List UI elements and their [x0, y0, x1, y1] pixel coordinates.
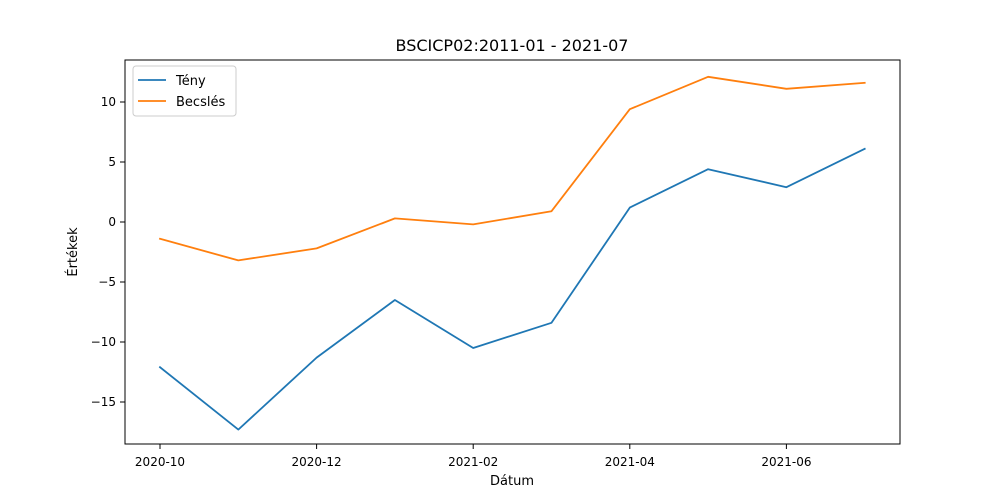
y-tick-label: 5 — [108, 155, 116, 169]
axes: 2020-10 2020-12 2021-02 2021-04 2021-06 −15 −1… — [91, 95, 812, 469]
x-tick-label: 2021-04 — [605, 455, 655, 469]
x-tick-label: 2021-06 — [761, 455, 811, 469]
x-tick-label: 2020-10 — [135, 455, 185, 469]
y-tick-label: 0 — [108, 215, 116, 229]
legend: Tény Becslés — [132, 65, 237, 117]
y-tick-label: −10 — [91, 335, 116, 349]
series-lines — [158, 75, 866, 431]
series-line-becsles — [158, 75, 866, 262]
legend-label: Becslés — [176, 95, 225, 110]
x-tick-label: 2021-02 — [448, 455, 498, 469]
y-tick-label: −15 — [91, 395, 116, 409]
x-axis-label: Dátum — [490, 474, 534, 489]
y-tick-label: 10 — [101, 95, 116, 109]
x-tick-label: 2020-12 — [292, 455, 342, 469]
legend-label: Tény — [175, 74, 206, 89]
y-axis-label: Értékek — [65, 227, 81, 277]
plot-area — [124, 59, 901, 445]
chart-title: BSCICP02:2011-01 - 2021-07 — [396, 36, 629, 55]
series-line-teny — [158, 147, 866, 431]
y-tick-label: −5 — [98, 275, 116, 289]
legend-box — [132, 65, 237, 117]
